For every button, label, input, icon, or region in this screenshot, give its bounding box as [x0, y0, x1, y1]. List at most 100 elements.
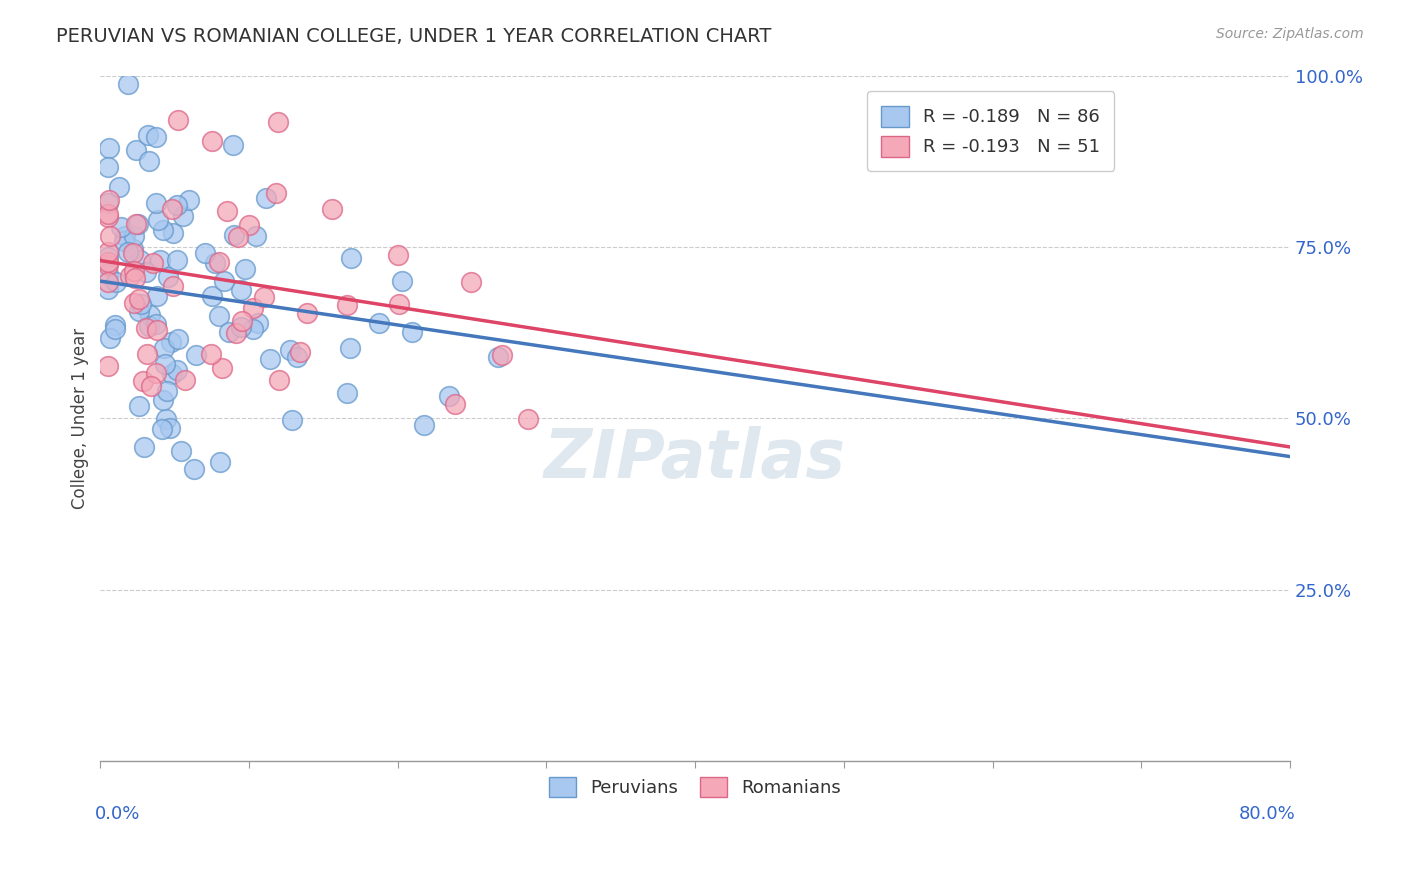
- Point: [387, 248, 409, 262]
- Point: [391, 275, 413, 289]
- Point: [146, 289, 169, 303]
- Point: [150, 422, 173, 436]
- Point: [321, 202, 343, 216]
- Point: [135, 264, 157, 278]
- Point: [245, 229, 267, 244]
- Point: [97, 244, 120, 259]
- Point: [117, 77, 139, 91]
- Point: [201, 288, 224, 302]
- Point: [122, 296, 145, 310]
- Point: [233, 262, 256, 277]
- Point: [153, 341, 176, 355]
- Point: [229, 283, 252, 297]
- Point: [267, 114, 290, 128]
- Point: [142, 255, 165, 269]
- Point: [114, 228, 136, 243]
- Point: [221, 137, 243, 152]
- Point: [97, 195, 120, 210]
- Point: [100, 330, 122, 344]
- Y-axis label: College, Under 1 year: College, Under 1 year: [72, 327, 89, 508]
- Point: [104, 318, 127, 333]
- Point: [254, 191, 277, 205]
- Point: [131, 374, 153, 388]
- Point: [97, 250, 120, 264]
- Point: [156, 270, 179, 285]
- Point: [486, 350, 509, 364]
- Point: [388, 297, 411, 311]
- Point: [97, 210, 120, 224]
- Point: [149, 253, 172, 268]
- Point: [152, 223, 174, 237]
- Point: [160, 202, 183, 217]
- Text: ZIPatlas: ZIPatlas: [544, 426, 846, 492]
- Point: [214, 274, 236, 288]
- Point: [152, 393, 174, 408]
- Point: [141, 379, 163, 393]
- Point: [401, 325, 423, 339]
- Point: [136, 128, 159, 142]
- Point: [122, 242, 145, 256]
- Point: [460, 276, 482, 290]
- Point: [281, 413, 304, 427]
- Point: [336, 298, 359, 312]
- Point: [336, 385, 359, 400]
- Point: [97, 282, 120, 296]
- Point: [97, 258, 120, 272]
- Point: [184, 348, 207, 362]
- Point: [145, 317, 167, 331]
- Point: [122, 264, 145, 278]
- Point: [517, 411, 540, 425]
- Point: [97, 207, 120, 221]
- Point: [242, 301, 264, 315]
- Point: [139, 308, 162, 322]
- Point: [112, 235, 135, 249]
- Point: [238, 218, 260, 232]
- Text: Source: ZipAtlas.com: Source: ZipAtlas.com: [1216, 27, 1364, 41]
- Point: [110, 220, 132, 235]
- Point: [166, 198, 188, 212]
- Point: [491, 348, 513, 362]
- Point: [297, 306, 319, 320]
- Point: [153, 357, 176, 371]
- Point: [167, 113, 190, 128]
- Point: [253, 289, 276, 303]
- Point: [124, 217, 146, 231]
- Point: [97, 275, 120, 289]
- Point: [201, 134, 224, 148]
- Point: [226, 230, 249, 244]
- Point: [218, 326, 240, 340]
- Point: [117, 244, 139, 259]
- Point: [124, 271, 146, 285]
- Point: [128, 399, 150, 413]
- Point: [224, 228, 246, 243]
- Point: [136, 347, 159, 361]
- Point: [269, 373, 291, 387]
- Point: [339, 342, 361, 356]
- Point: [128, 292, 150, 306]
- Point: [413, 417, 436, 432]
- Point: [138, 154, 160, 169]
- Point: [439, 389, 461, 403]
- Point: [127, 218, 149, 232]
- Point: [108, 179, 131, 194]
- Point: [204, 256, 226, 270]
- Point: [231, 313, 253, 327]
- Point: [145, 196, 167, 211]
- Point: [266, 186, 288, 200]
- Point: [162, 227, 184, 241]
- Point: [231, 320, 253, 334]
- Point: [368, 316, 391, 330]
- Point: [146, 323, 169, 337]
- Point: [155, 412, 177, 426]
- Point: [246, 316, 269, 330]
- Point: [207, 254, 229, 268]
- Point: [97, 255, 120, 269]
- Point: [174, 373, 197, 387]
- Point: [129, 297, 152, 311]
- Point: [159, 421, 181, 435]
- Point: [121, 246, 143, 260]
- Point: [242, 322, 264, 336]
- Point: [125, 143, 148, 157]
- Point: [183, 462, 205, 476]
- Point: [288, 345, 311, 359]
